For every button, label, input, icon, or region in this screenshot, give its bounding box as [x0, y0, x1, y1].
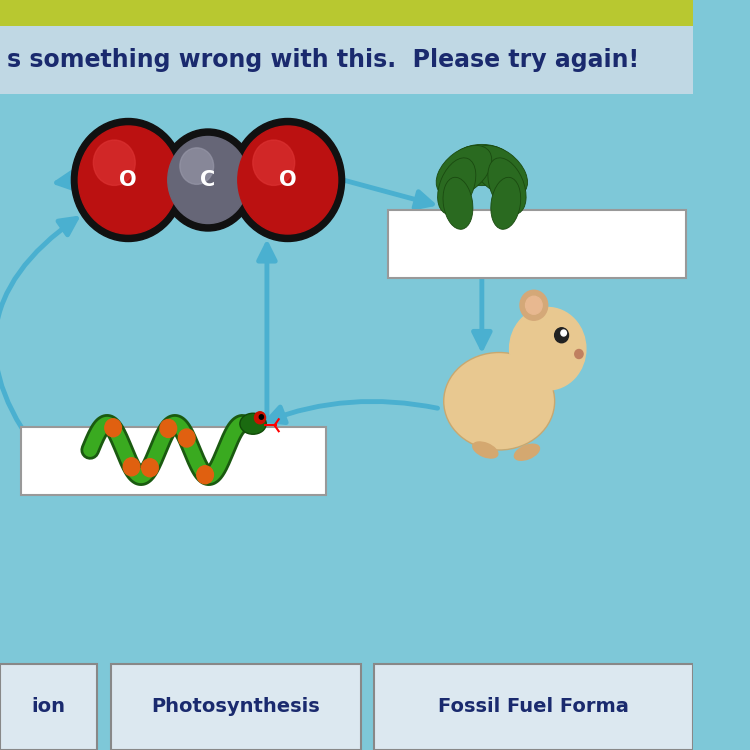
Circle shape	[574, 350, 583, 358]
Circle shape	[238, 126, 338, 234]
Circle shape	[123, 458, 140, 476]
Circle shape	[526, 296, 542, 314]
Circle shape	[160, 419, 177, 437]
Circle shape	[168, 136, 248, 224]
Circle shape	[253, 140, 295, 185]
Circle shape	[142, 459, 158, 477]
Ellipse shape	[437, 158, 476, 214]
FancyBboxPatch shape	[239, 170, 257, 190]
Circle shape	[561, 330, 566, 336]
Ellipse shape	[444, 352, 555, 450]
Circle shape	[231, 118, 344, 242]
Circle shape	[71, 118, 185, 242]
Ellipse shape	[472, 146, 527, 196]
Text: s something wrong with this.  Please try again!: s something wrong with this. Please try …	[7, 48, 639, 72]
Circle shape	[160, 129, 255, 231]
Text: ion: ion	[32, 698, 65, 716]
FancyBboxPatch shape	[374, 664, 693, 750]
Circle shape	[93, 140, 135, 185]
Text: Photosynthesis: Photosynthesis	[152, 698, 320, 716]
Circle shape	[555, 328, 568, 343]
Circle shape	[105, 419, 122, 436]
Ellipse shape	[240, 413, 266, 434]
Circle shape	[260, 415, 263, 419]
Text: Fossil Fuel Forma: Fossil Fuel Forma	[439, 698, 629, 716]
Circle shape	[509, 308, 586, 390]
FancyBboxPatch shape	[111, 664, 361, 750]
Circle shape	[178, 429, 195, 447]
Ellipse shape	[436, 146, 492, 196]
Circle shape	[520, 290, 548, 320]
Ellipse shape	[490, 177, 520, 230]
Circle shape	[180, 148, 214, 184]
FancyBboxPatch shape	[0, 26, 693, 94]
Circle shape	[254, 412, 266, 424]
Ellipse shape	[472, 441, 499, 459]
Ellipse shape	[451, 144, 513, 186]
Text: O: O	[119, 170, 137, 190]
FancyBboxPatch shape	[159, 170, 177, 190]
Text: C: C	[200, 170, 215, 190]
FancyBboxPatch shape	[0, 664, 97, 750]
Ellipse shape	[488, 158, 526, 214]
Ellipse shape	[514, 443, 540, 461]
Circle shape	[78, 126, 178, 234]
Text: O: O	[279, 170, 296, 190]
FancyBboxPatch shape	[388, 210, 686, 278]
Circle shape	[196, 466, 214, 484]
FancyBboxPatch shape	[21, 427, 326, 495]
FancyBboxPatch shape	[0, 0, 693, 26]
Ellipse shape	[443, 177, 473, 230]
